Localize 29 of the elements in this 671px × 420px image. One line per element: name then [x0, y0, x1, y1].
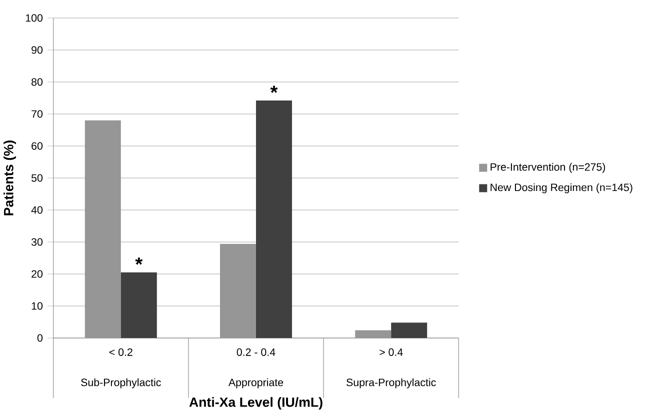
bar — [256, 100, 292, 338]
y-tick-label: 40 — [31, 206, 43, 214]
y-tick-label: 70 — [32, 110, 43, 118]
annotation: * — [270, 86, 278, 93]
x-tick-label: < 0.2 — [109, 348, 132, 356]
y-tick-label: 50 — [31, 174, 43, 182]
x-tick-label: > 0.4 — [380, 348, 403, 356]
annotation: * — [135, 258, 143, 265]
bar — [355, 330, 392, 338]
y-tick-label: 10 — [32, 302, 43, 310]
y-tick-label: 100 — [26, 14, 43, 22]
y-tick-label: 90 — [32, 46, 43, 54]
bar — [391, 322, 428, 338]
y-tick-label: 0 — [37, 334, 43, 342]
y-axis-title: Patients (%) — [4, 140, 16, 216]
y-tick-label: 30 — [31, 238, 43, 246]
bar — [220, 244, 256, 338]
text: Supra-Prophylactic — [346, 378, 436, 388]
y-tick-label: 20 — [32, 270, 43, 278]
legend-label: New Dosing Regimen (n=145) — [490, 183, 632, 194]
y-tick-label: 80 — [32, 78, 43, 86]
text: Sub-Prophylactic — [81, 378, 161, 388]
text: Appropriate — [228, 378, 284, 388]
bar — [120, 272, 157, 338]
bar — [84, 120, 121, 338]
x-axis-title: Anti-Xa Level (IU/mL) — [189, 397, 322, 410]
x-tick-label: 0.2 - 0.4 — [236, 348, 276, 356]
y-tick-label: 60 — [32, 142, 43, 150]
legend-label: Pre-Intervention (n=275) — [490, 162, 606, 173]
